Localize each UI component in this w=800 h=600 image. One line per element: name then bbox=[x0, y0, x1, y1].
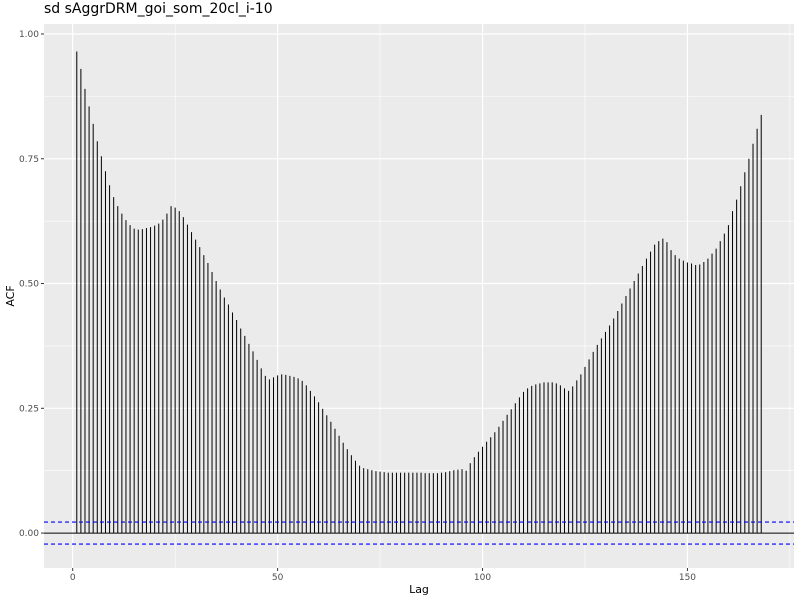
x-axis-title: Lag bbox=[409, 583, 429, 596]
y-tick-label: 1.00 bbox=[19, 30, 39, 40]
y-tick-label: 0.50 bbox=[19, 280, 39, 290]
y-tick-label: 0.75 bbox=[19, 155, 39, 165]
y-axis-title: ACF bbox=[4, 285, 17, 306]
x-tick-label: 50 bbox=[272, 573, 284, 583]
x-tick-label: 150 bbox=[679, 573, 696, 583]
axes: 0.00 0.25 0.50 0.75 1.00 0 50 100 150 bbox=[19, 30, 696, 583]
acf-bars bbox=[44, 51, 794, 545]
y-tick-label: 0.00 bbox=[19, 529, 39, 539]
plot-panel bbox=[44, 24, 794, 568]
x-tick-label: 0 bbox=[70, 573, 76, 583]
x-tick-label: 100 bbox=[474, 573, 491, 583]
chart-title: sd sAggrDRM_goi_som_20cl_i-10 bbox=[44, 1, 273, 17]
y-tick-label: 0.25 bbox=[19, 404, 39, 414]
